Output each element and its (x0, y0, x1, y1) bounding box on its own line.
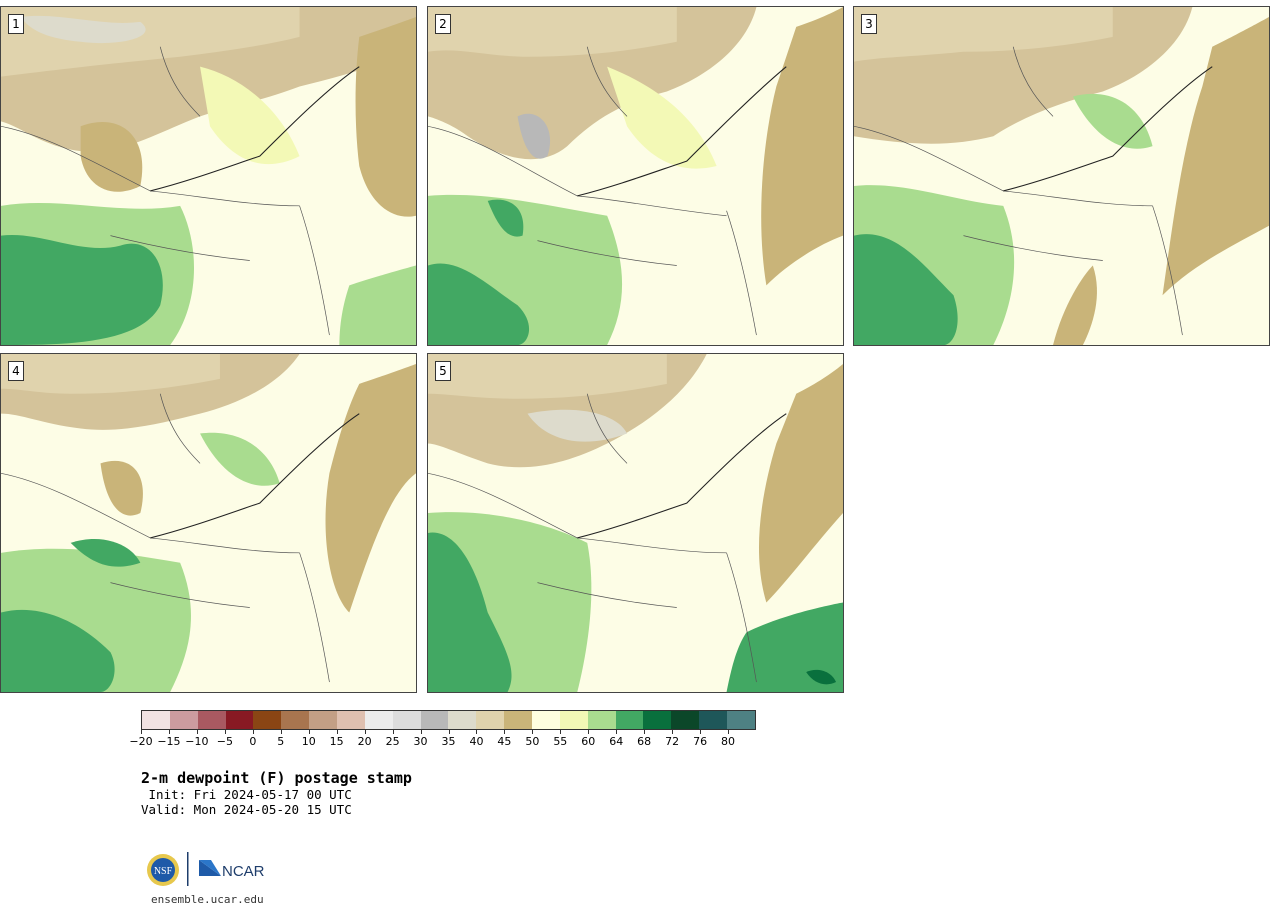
colorbar-tick-label: −15 (157, 735, 181, 748)
colorbar-tick-label: 15 (329, 735, 344, 748)
colorbar-tick (224, 730, 226, 734)
colorbar-swatch (448, 711, 477, 729)
colorbar-swatch (420, 711, 449, 729)
colorbar-tick (560, 730, 562, 734)
map-panel-3: 3 (853, 6, 1270, 346)
nsf-ncar-logo: NSF NCAR (147, 852, 265, 886)
colorbar-tick (280, 730, 282, 734)
colorbar-tick-label: 10 (301, 735, 316, 748)
map-panel-2: 2 (427, 6, 844, 346)
colorbar-tick (672, 730, 674, 734)
colorbar-tick-label: 80 (721, 735, 736, 748)
colorbar (141, 710, 756, 730)
nsf-seal-text: NSF (154, 866, 173, 877)
colorbar-tick-label: 20 (357, 735, 372, 748)
colorbar-swatch (142, 711, 170, 729)
colorbar-tick-label: 60 (581, 735, 596, 748)
colorbar-swatch (699, 711, 728, 729)
colorbar-tick (588, 730, 590, 734)
colorbar-tick (532, 730, 534, 734)
colorbar-swatch (197, 711, 226, 729)
dewpoint-map-3 (854, 7, 1269, 345)
colorbar-swatch (364, 711, 393, 729)
panel-number-label: 1 (8, 14, 24, 34)
panel-number-label: 3 (861, 14, 877, 34)
colorbar-tick-label: 0 (249, 735, 257, 748)
init-time: Init: Fri 2024-05-17 00 UTC (141, 787, 352, 802)
nsf-seal-inner (151, 858, 175, 882)
colorbar-swatch (559, 711, 588, 729)
colorbar-tick (196, 730, 198, 734)
dewpoint-map-2 (428, 7, 843, 345)
colorbar-tick-label: 35 (441, 735, 456, 748)
colorbar-tick-label: 30 (413, 735, 428, 748)
colorbar-swatch (392, 711, 421, 729)
footer-url: ensemble.ucar.edu (151, 893, 264, 906)
colorbar-swatch (615, 711, 644, 729)
colorbar-tick-label: −20 (129, 735, 153, 748)
dewpoint-map-1 (1, 7, 416, 345)
colorbar-tick-label: 68 (637, 735, 652, 748)
colorbar-ticks: −20 −15 −10 −5 0 5 10 15 20 25 30 35 40 45 50 55 60 64 68 7… (129, 730, 756, 752)
colorbar-tick-label: −10 (185, 735, 209, 748)
colorbar-tick-label: 76 (693, 735, 708, 748)
colorbar-tick (168, 730, 170, 734)
colorbar-swatch (532, 711, 560, 729)
panel-number-label: 4 (8, 361, 24, 381)
panel-number-label: 5 (435, 361, 451, 381)
dewpoint-map-4 (1, 354, 416, 692)
colorbar-swatch (727, 711, 755, 729)
colorbar-tick (252, 730, 254, 734)
colorbar-swatch (253, 711, 282, 729)
colorbar-tick (644, 730, 646, 734)
colorbar-tick (141, 730, 142, 734)
colorbar-tick-label: −5 (216, 735, 233, 748)
logo-group: NSF NCAR (145, 850, 275, 890)
colorbar-tick (420, 730, 422, 734)
map-panel-1: 1 (0, 6, 417, 346)
colorbar-swatch (643, 711, 672, 729)
colorbar-tick-label: 25 (385, 735, 400, 748)
colorbar-tick-label: 45 (497, 735, 512, 748)
colorbar-tick-label: 5 (277, 735, 285, 748)
colorbar-tick (700, 730, 702, 734)
colorbar-swatch (309, 711, 338, 729)
colorbar-tick (476, 730, 478, 734)
chart-title: 2-m dewpoint (F) postage stamp (141, 769, 412, 787)
colorbar-swatch (281, 711, 310, 729)
panel-number-label: 2 (435, 14, 451, 34)
colorbar-tick (616, 730, 618, 734)
logo-divider (187, 852, 189, 886)
valid-time: Valid: Mon 2024-05-20 15 UTC (141, 802, 352, 817)
ncar-wordmark: NCAR (222, 863, 265, 880)
colorbar-tick (364, 730, 366, 734)
colorbar-tick (392, 730, 394, 734)
colorbar-tick-label: 64 (609, 735, 624, 748)
colorbar-tick (728, 730, 730, 734)
colorbar-tick-label: 40 (469, 735, 484, 748)
map-panel-5: 5 (427, 353, 844, 693)
map-panel-4: 4 (0, 353, 417, 693)
colorbar-tick (448, 730, 450, 734)
colorbar-swatch (671, 711, 700, 729)
colorbar-swatch (587, 711, 616, 729)
colorbar-tick (308, 730, 310, 734)
colorbar-swatch (476, 711, 505, 729)
colorbar-tick-label: 72 (665, 735, 680, 748)
colorbar-swatch (504, 711, 533, 729)
dewpoint-map-5 (428, 354, 843, 692)
colorbar-tick-label: 55 (553, 735, 568, 748)
ncar-mark-shade-icon (199, 860, 221, 876)
colorbar-swatch (337, 711, 365, 729)
colorbar-swatch (169, 711, 198, 729)
colorbar-tick-label: 50 (525, 735, 540, 748)
colorbar-swatch (225, 711, 254, 729)
colorbar-tick (336, 730, 338, 734)
colorbar-tick (504, 730, 506, 734)
